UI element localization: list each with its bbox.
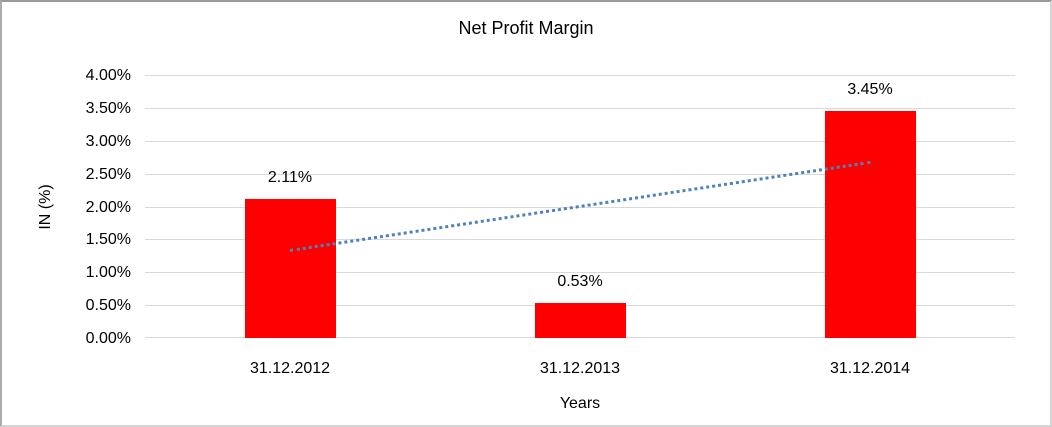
x-tick-label: 31.12.2014 — [829, 360, 911, 377]
y-tick-label: 3.50% — [85, 100, 131, 117]
x-tick-label: 31.12.2013 — [539, 360, 621, 377]
bar-data-label: 3.45% — [847, 81, 893, 98]
gridline — [145, 75, 1015, 76]
plot-area: 2.11% 0.53% 3.45% — [145, 75, 1015, 338]
gridline — [145, 108, 1015, 109]
bar — [245, 199, 336, 338]
gridline — [145, 141, 1015, 142]
y-tick-label: 4.00% — [85, 67, 131, 84]
y-tick-label: 1.00% — [85, 264, 131, 281]
bar-data-label: 0.53% — [557, 273, 603, 290]
gridline — [145, 174, 1015, 175]
bar-data-label: 2.11% — [267, 169, 313, 186]
x-tick-label: 31.12.2012 — [249, 360, 331, 377]
y-tick-label: 1.50% — [85, 231, 131, 248]
gridline — [145, 207, 1015, 208]
x-axis-title: Years — [559, 395, 601, 412]
bar — [535, 303, 626, 338]
y-tick-label: 2.50% — [85, 166, 131, 183]
gridline — [145, 272, 1015, 273]
y-tick-label: 3.00% — [85, 133, 131, 150]
y-tick-label: 0.50% — [85, 297, 131, 314]
gridline — [145, 239, 1015, 240]
bar — [825, 111, 916, 338]
y-tick-label: 0.00% — [85, 330, 131, 347]
y-tick-label: 2.00% — [85, 199, 131, 216]
chart-title: Net Profit Margin — [458, 18, 594, 38]
